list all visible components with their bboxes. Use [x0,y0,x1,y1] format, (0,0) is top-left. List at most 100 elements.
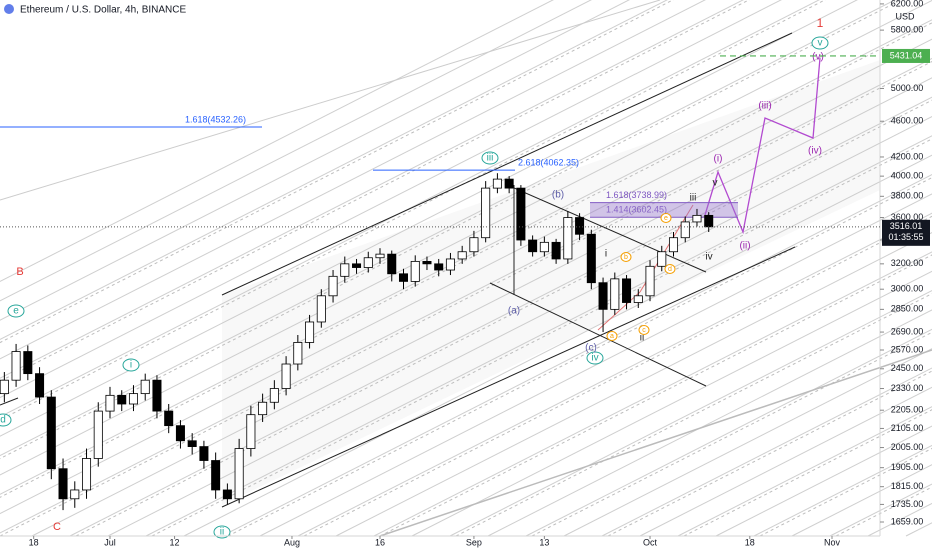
wave-label: (iv) [808,146,822,157]
candle-body [316,295,326,323]
ray-dashed [0,0,674,344]
ray-dashed [0,0,902,460]
ray-dashed [0,60,932,537]
candle-body [152,379,162,412]
candle-body [422,260,432,265]
target-label: 5431.04 [890,50,923,60]
candle-body [246,414,256,449]
wave-label: ii [640,333,644,344]
y-tick-label: 2570.00 [891,344,924,354]
trend-line [0,0,661,201]
ray [0,0,744,379]
x-tick-label: Jul [104,537,116,547]
y-tick-label: 2690.00 [891,326,924,336]
candle-body [164,410,174,427]
ray-dashed [683,409,932,537]
ray [411,270,932,537]
fib-label: 1.414(3602.45) [606,205,667,215]
candle-body [481,187,491,239]
wave-label: (b) [552,190,564,201]
y-tick-label: 3800.00 [891,191,924,201]
wave-circle [213,525,231,539]
candle-body [58,468,68,500]
wave-label: i [130,360,132,371]
ray [677,406,932,537]
ray [373,251,932,537]
y-tick-label: 1815.00 [891,481,924,491]
wave-circle [586,351,604,365]
y-tick-label: 1905.00 [891,462,924,472]
ray [0,0,592,302]
candle-body [410,260,420,282]
ray [0,0,820,418]
candle-body [70,489,80,500]
last-price-tag [882,219,930,246]
trend-line [504,183,707,273]
candle-body [704,214,714,228]
wave-label: iv [591,353,598,364]
wave-label: b [624,254,628,261]
wave-circle [811,36,829,50]
ray [639,386,932,537]
candle-body [293,342,303,365]
wave-label: c [642,327,646,334]
wave-label: 1 [817,16,824,30]
candle-body [0,379,9,395]
fib-label: 1.618(3738.99) [606,190,667,200]
ray [183,154,932,537]
x-tick-label: Oct [643,537,658,547]
wave-label: i [605,249,607,260]
wave-label: B [16,266,23,278]
ray [0,0,932,476]
ray-dashed [531,331,932,537]
y-tick-label: 1659.00 [891,516,924,526]
candle-body [269,388,279,403]
candle-body [281,363,291,389]
wave-label: d [668,266,672,273]
candle-body [563,217,573,260]
ray-dashed [227,177,932,537]
trend-line [221,246,796,508]
ray [563,348,932,537]
wave-label: e [13,306,19,317]
wave-circle [664,264,676,274]
y-tick-label: 2205.00 [891,405,924,415]
trend-line [0,397,19,406]
fib-label: 2.618(4062.35) [518,157,579,167]
x-tick-label: Sep [466,537,482,547]
y-tick-label: 3200.00 [891,258,924,268]
plot-layer: 1.618(4532.26) 2.618(4062.35) 1.618(3738.9… [0,16,829,539]
candle-body [398,273,408,282]
candle-body [668,237,679,253]
wave-circle [606,331,618,341]
trend-line [489,282,707,387]
y-tick-label: 6200.00 [891,0,924,8]
x-tick-label: Nov [824,537,841,547]
wave-label: iii [690,193,697,204]
wave-label: iii [487,153,494,164]
wave-label: a [610,333,614,340]
ray [0,0,706,360]
y-tick-label: 3600.00 [891,212,924,222]
ray [487,309,932,537]
candle-body [363,257,373,268]
ray [145,135,932,537]
fib-label: 1.618(4532.26) [185,114,246,124]
wave-label: v [818,38,823,49]
candle-body [128,393,138,405]
candle-body [610,278,620,310]
candle-body [187,440,197,447]
currency-label: USD [895,11,915,21]
candle-body [575,217,585,235]
ray-dashed [151,138,932,537]
wave-circle [7,304,25,318]
wave-label: v [713,178,718,189]
y-tick-label: 4000.00 [891,171,924,181]
wave-label: (v) [812,52,824,63]
candle-body [35,373,45,398]
wave-circle [481,151,499,165]
ray-dashed [303,215,932,537]
ray [449,290,932,537]
